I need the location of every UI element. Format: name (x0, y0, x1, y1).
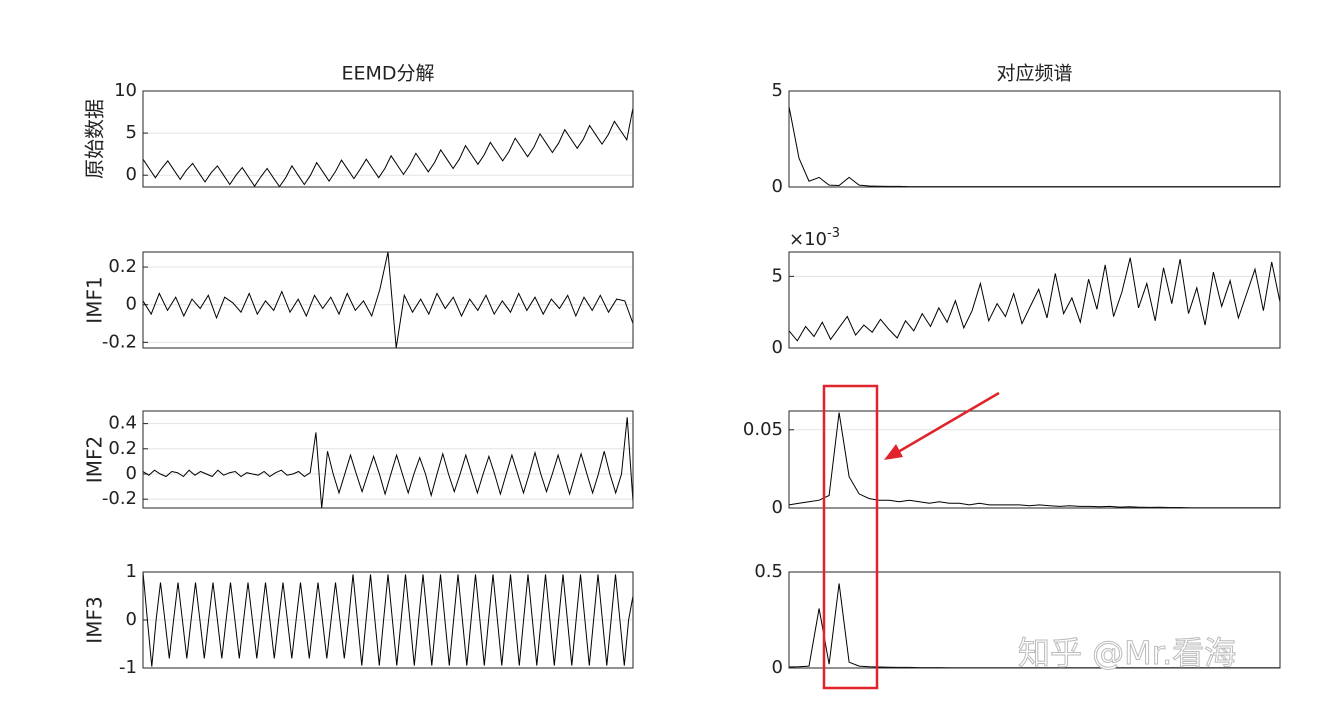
y-tick-label: 5 (772, 80, 783, 101)
y-tick-label: 0 (126, 164, 137, 185)
y-axis-label: IMF2 (83, 436, 107, 483)
y-tick-label: 0 (772, 657, 783, 678)
y-tick-label: -0.2 (102, 488, 137, 509)
y-tick-label: 0 (772, 176, 783, 197)
highlight-box (822, 384, 879, 690)
y-tick-label: 10 (114, 80, 137, 101)
axes-box (142, 571, 634, 669)
exponent-power: -3 (827, 226, 840, 241)
y-tick-label: 0.2 (108, 438, 137, 459)
y-tick-label: 0 (126, 463, 137, 484)
axes-box (142, 251, 634, 349)
y-tick-label: 0.5 (754, 561, 783, 582)
y-tick-label: -1 (119, 657, 137, 678)
subplot-title: EEMD分解 (341, 63, 434, 85)
y-tick-label: 5 (126, 122, 137, 143)
y-axis-label: IMF1 (83, 276, 107, 323)
y-tick-label: 0.05 (743, 419, 783, 440)
y-tick-label: 5 (772, 265, 783, 286)
y-tick-label: 0 (772, 497, 783, 518)
axes-box (788, 410, 1281, 509)
signal-line (142, 107, 634, 188)
y-tick-label: 0 (772, 337, 783, 358)
exponent-base: ×10 (789, 229, 827, 250)
arrow-head (884, 444, 903, 460)
y-tick-label: 0 (126, 294, 137, 315)
signal-line (142, 571, 634, 667)
subplot-title: 对应频谱 (996, 63, 1072, 85)
y-tick-label: 0 (126, 609, 137, 630)
signal-line (788, 257, 1281, 342)
y-tick-label: -0.2 (102, 331, 137, 352)
y-axis-label: IMF3 (83, 596, 107, 643)
y-tick-label: 1 (126, 561, 137, 582)
axes-box (788, 251, 1281, 349)
y-tick-label: 0.2 (108, 256, 137, 277)
y-exponent: ×10-3 (789, 226, 840, 251)
arrow-shaft (897, 391, 1000, 454)
y-axis-label: 原始数据 (83, 99, 107, 179)
axes-box (788, 571, 1281, 669)
watermark: 知乎 @Mr.看海 (1018, 634, 1236, 672)
signal-line (142, 417, 634, 509)
plots: 0510EEMD分解原始数据05对应频谱-0.200.2IMF105×10-3-… (83, 63, 1281, 678)
axes-box (788, 90, 1281, 188)
axes-box (142, 90, 634, 188)
axes-box (142, 410, 634, 509)
y-tick-label: 0.4 (108, 413, 137, 434)
